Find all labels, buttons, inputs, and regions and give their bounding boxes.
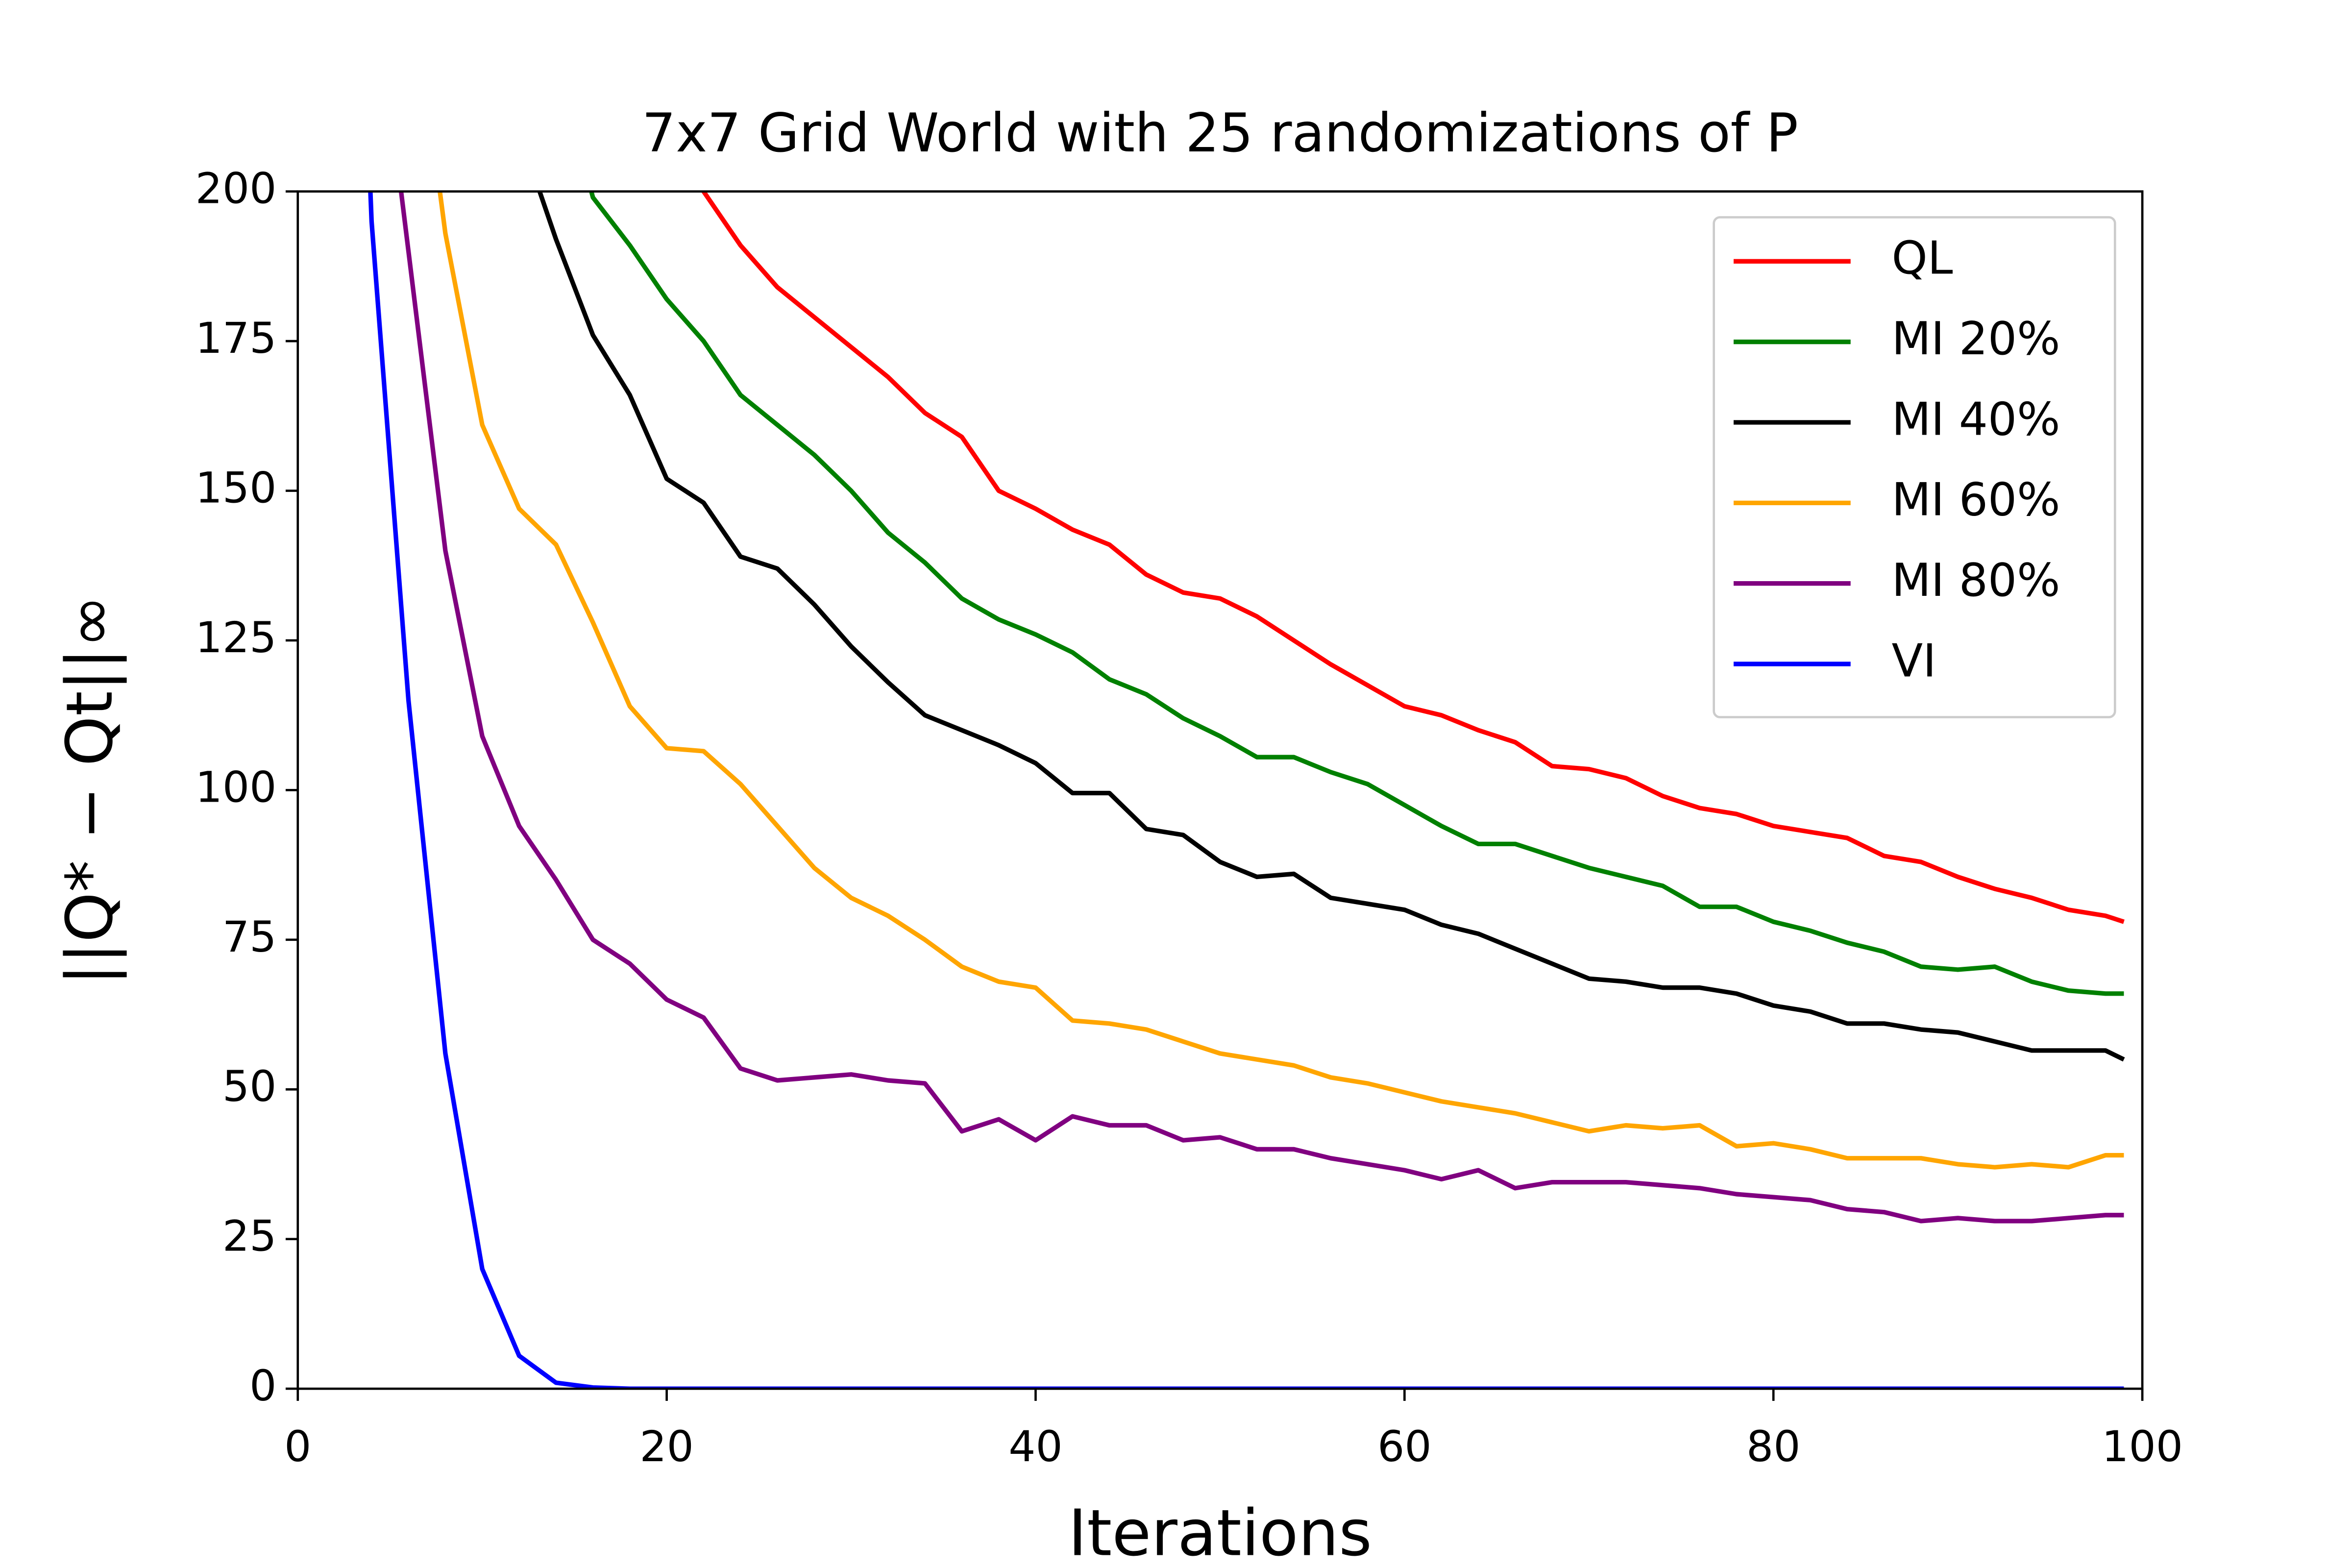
legend-label: MI 20% xyxy=(1891,312,2060,365)
y-tick-label: 25 xyxy=(222,1212,276,1261)
x-tick-label: 0 xyxy=(284,1422,311,1471)
legend-label: MI 40% xyxy=(1891,392,2060,445)
y-tick-label: 200 xyxy=(196,164,277,214)
series-line xyxy=(398,191,2124,1224)
x-axis-label: Iterations xyxy=(1068,1496,1372,1568)
legend-label: VI xyxy=(1891,634,1936,687)
y-tick-label: 175 xyxy=(196,314,277,363)
x-tick-label: 20 xyxy=(639,1422,693,1471)
y-tick-label: 75 xyxy=(222,912,276,962)
y-axis-label: ||Q* − Qt||∞ xyxy=(52,595,127,985)
y-tick-label: 50 xyxy=(222,1062,276,1111)
legend-label: MI 80% xyxy=(1891,554,2060,607)
series-line xyxy=(588,191,2124,996)
series-line xyxy=(437,191,2124,1170)
x-tick-label: 80 xyxy=(1746,1422,1800,1471)
chart-title: 7x7 Grid World with 25 randomizations of… xyxy=(642,102,1798,164)
series-line xyxy=(701,191,2125,924)
x-tick-label: 100 xyxy=(2102,1422,2183,1471)
axes-frame xyxy=(296,190,2144,1390)
x-tick-label: 40 xyxy=(1008,1422,1062,1471)
legend-label: MI 60% xyxy=(1891,473,2060,526)
series-line xyxy=(537,191,2125,1062)
legend-label: QL xyxy=(1891,232,1953,285)
y-tick-label: 100 xyxy=(196,762,277,812)
y-tick-label: 125 xyxy=(196,613,277,662)
x-tick-label: 60 xyxy=(1377,1422,1431,1471)
y-tick-label: 0 xyxy=(249,1361,276,1411)
y-tick-label: 150 xyxy=(196,463,277,513)
